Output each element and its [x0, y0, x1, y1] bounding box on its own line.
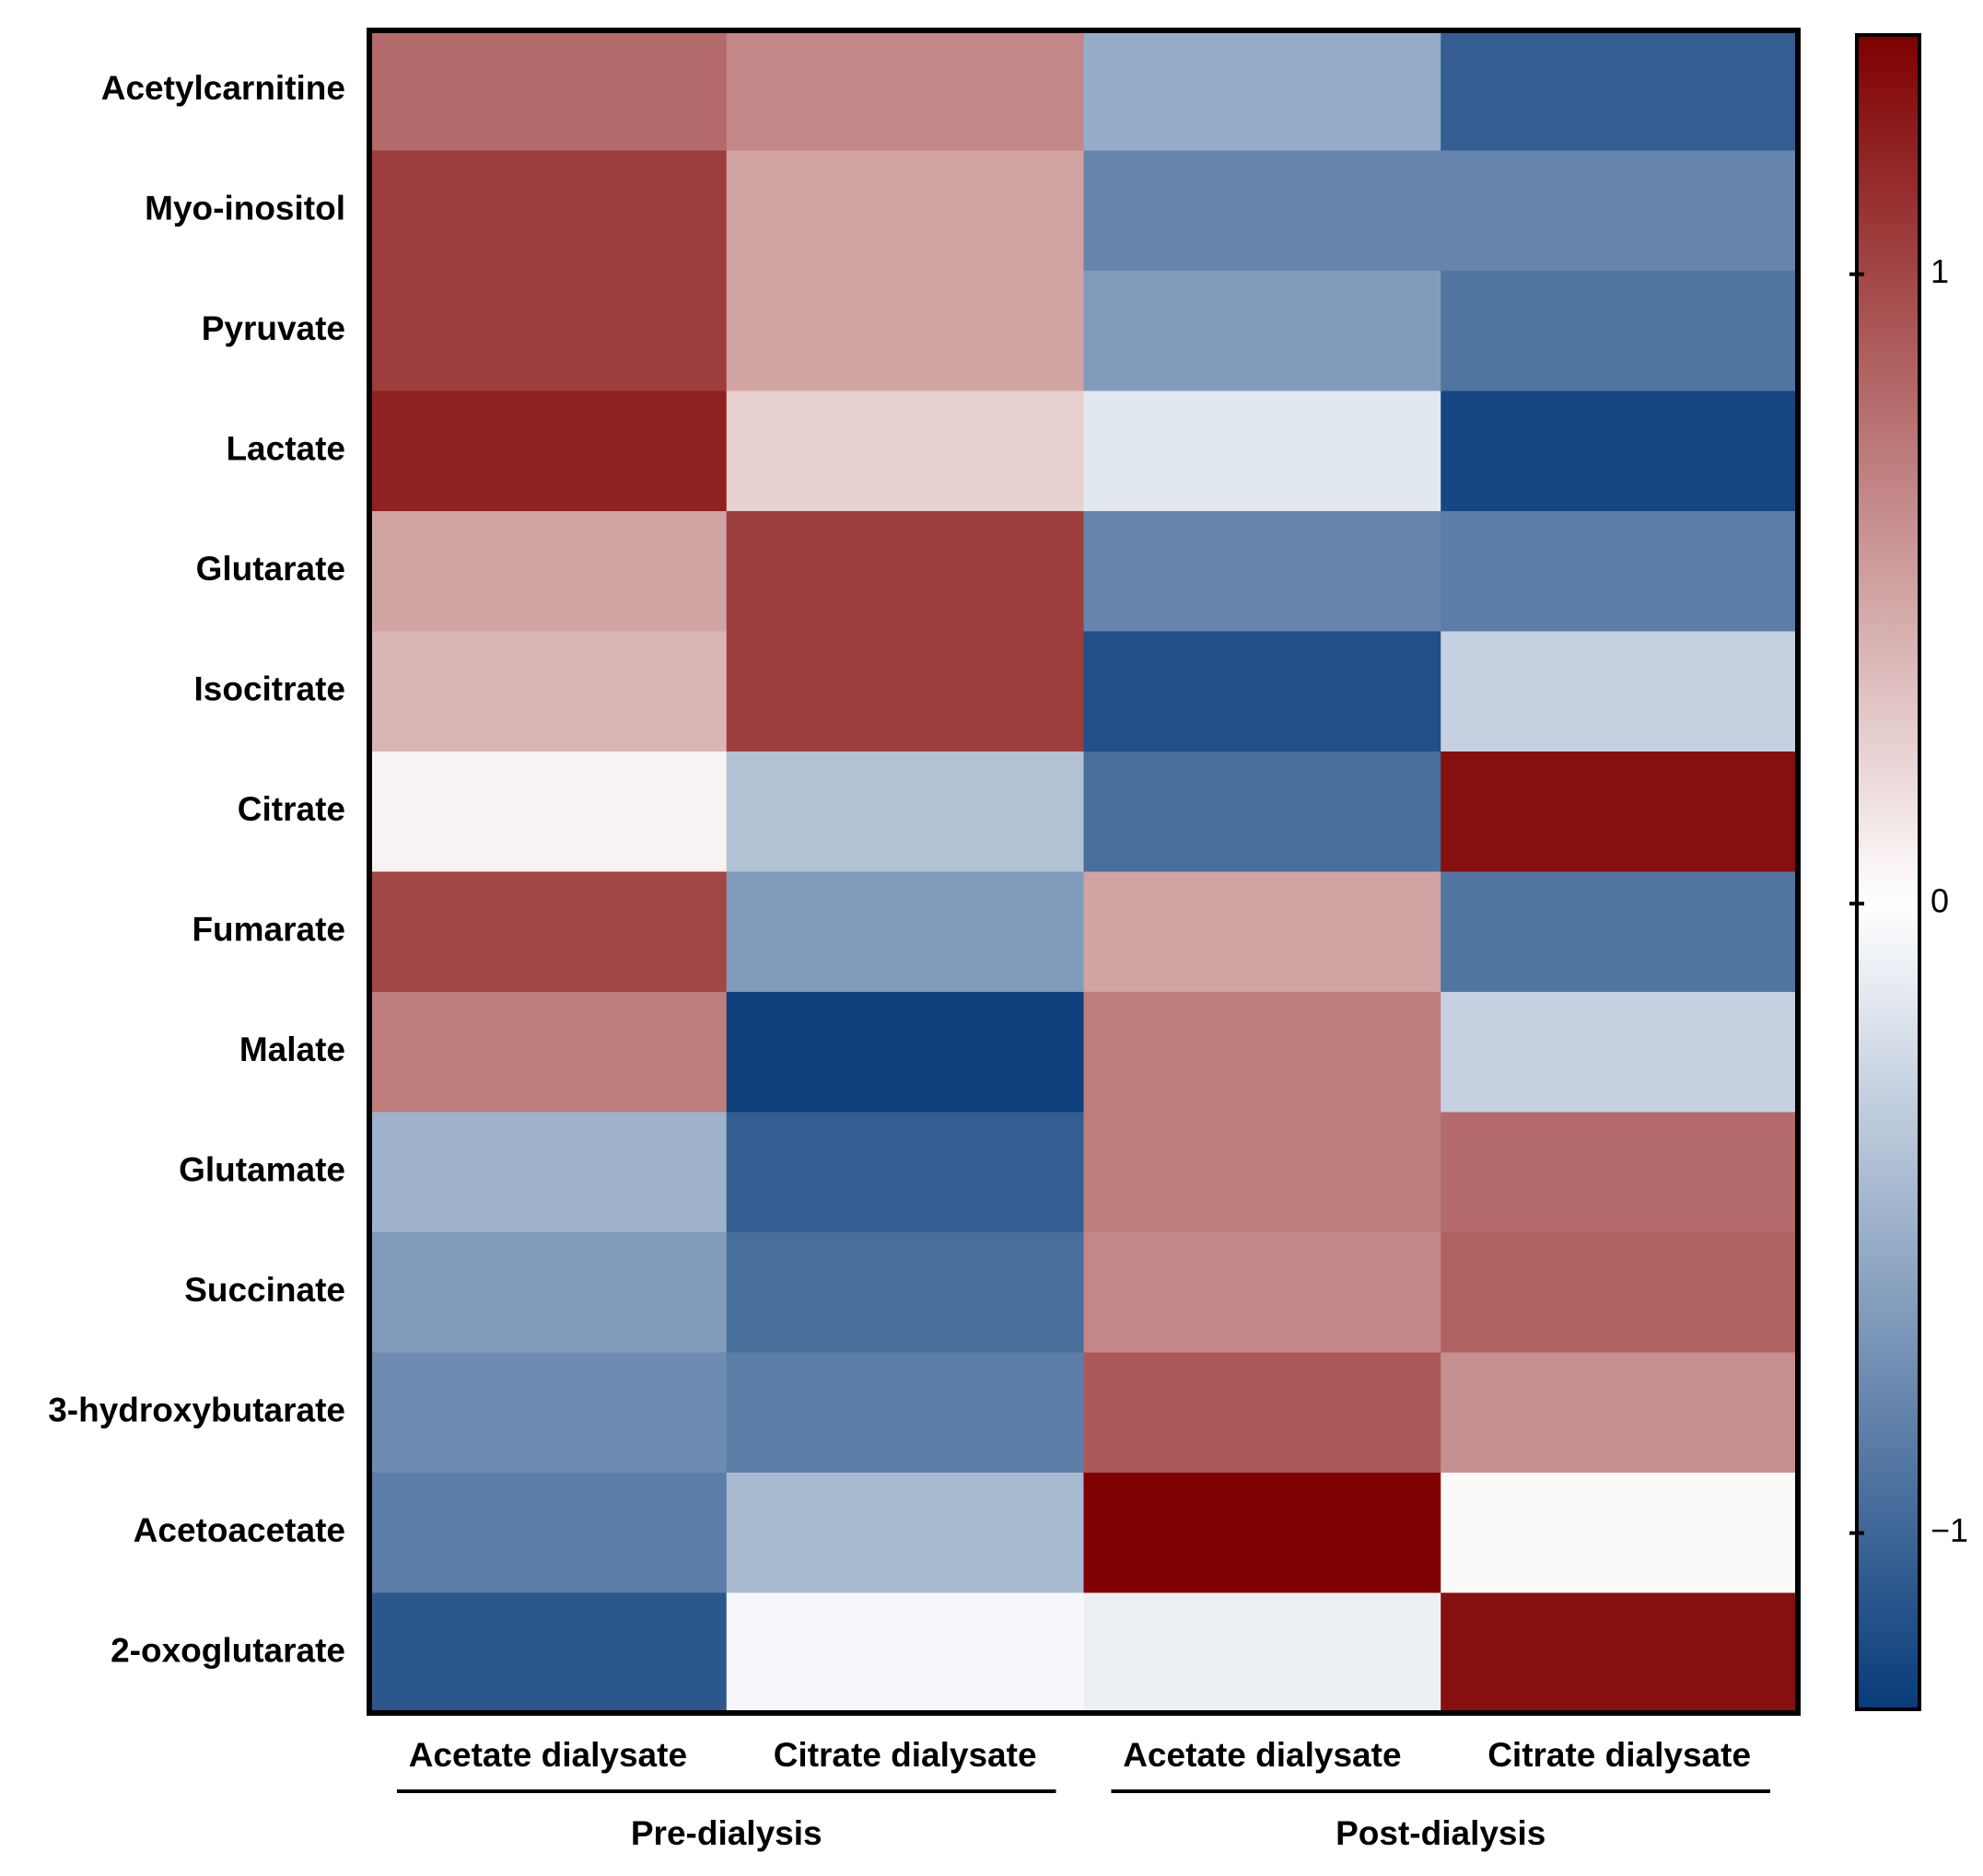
heat-cell [369, 631, 728, 752]
heat-cell [1083, 1112, 1441, 1233]
heat-cell [726, 30, 1084, 151]
heat-cell [1083, 752, 1441, 872]
row-label: Isocitrate [193, 670, 345, 708]
heat-cell [1441, 511, 1799, 632]
column-label: Citrate dialysate [1487, 1736, 1751, 1774]
heat-cell [1083, 30, 1441, 151]
heat-cell [1441, 390, 1799, 512]
heat-cell [1441, 30, 1799, 151]
group-label: Post-dialysis [1336, 1814, 1546, 1852]
heat-cell [1083, 390, 1441, 512]
heat-cell [1083, 1592, 1441, 1714]
heat-cell [1083, 1232, 1441, 1353]
heat-cell [1441, 1592, 1799, 1714]
heat-cell [369, 871, 728, 993]
heat-cell [726, 150, 1084, 272]
heat-cell [726, 631, 1084, 752]
column-label: Acetate dialysate [409, 1736, 687, 1774]
colorbar-tick-label: 1 [1931, 252, 1949, 290]
heat-cell [726, 1592, 1084, 1714]
heat-cell [1083, 150, 1441, 272]
colorbar [1855, 33, 1921, 1711]
heat-cell [369, 1473, 728, 1593]
column-label: Citrate dialysate [774, 1736, 1037, 1774]
heat-cell [1083, 1352, 1441, 1474]
heat-cell [726, 390, 1084, 512]
colorbar-tick-label: −1 [1931, 1511, 1968, 1549]
heat-cell [1083, 271, 1441, 391]
heat-cell [369, 390, 728, 512]
heat-cell [1441, 1473, 1799, 1593]
heat-cell [1441, 1232, 1799, 1353]
heat-cell [726, 1352, 1084, 1474]
row-label: Glutarate [196, 550, 345, 588]
heat-cell [369, 150, 728, 272]
heat-cell [369, 1592, 728, 1714]
heat-cell [1441, 992, 1799, 1113]
heat-cell [726, 1112, 1084, 1233]
heat-cell [726, 271, 1084, 391]
heat-cell [1441, 871, 1799, 993]
row-label: Succinate [184, 1271, 345, 1309]
heat-cell [726, 1232, 1084, 1353]
heat-cell [726, 992, 1084, 1113]
row-label: Glutamate [179, 1151, 345, 1189]
row-label: Citrate [238, 790, 345, 828]
heat-cell [369, 511, 728, 632]
column-label: Acetate dialysate [1123, 1736, 1401, 1774]
heat-cell [1083, 1473, 1441, 1593]
heat-cell [369, 30, 728, 151]
heat-cell [369, 1112, 728, 1233]
row-label: Acetylcarnitine [101, 69, 345, 107]
group-label: Pre-dialysis [631, 1814, 822, 1852]
plot-frame [367, 28, 1801, 1716]
row-label: Myo-inositol [145, 190, 345, 227]
heat-cell [726, 1473, 1084, 1593]
heat-cell [1083, 511, 1441, 632]
row-label: Malate [239, 1031, 345, 1068]
heat-cell [1441, 150, 1799, 272]
heat-cell [726, 871, 1084, 993]
heat-cell [1441, 271, 1799, 391]
row-label: Acetoacetate [134, 1511, 345, 1549]
heat-cell [369, 271, 728, 391]
heat-cell [1083, 992, 1441, 1113]
heat-cell [1441, 752, 1799, 872]
heat-cell [1441, 1112, 1799, 1233]
heat-cell [1083, 631, 1441, 752]
heat-cell [369, 992, 728, 1113]
row-label: Fumarate [192, 911, 345, 949]
row-label: 2-oxoglutarate [111, 1632, 345, 1670]
heat-cell [726, 511, 1084, 632]
heat-cell [726, 752, 1084, 872]
heat-cell [1083, 871, 1441, 993]
colorbar-tick-label: 0 [1931, 882, 1949, 920]
heat-cell [369, 752, 728, 872]
heat-cell [369, 1232, 728, 1353]
row-label: Lactate [226, 430, 345, 468]
row-label: Pyruvate [202, 309, 345, 347]
row-label: 3-hydroxybutarate [48, 1392, 345, 1429]
heat-cell [1441, 631, 1799, 752]
heat-cell [1441, 1352, 1799, 1474]
heat-cell [369, 1352, 728, 1474]
